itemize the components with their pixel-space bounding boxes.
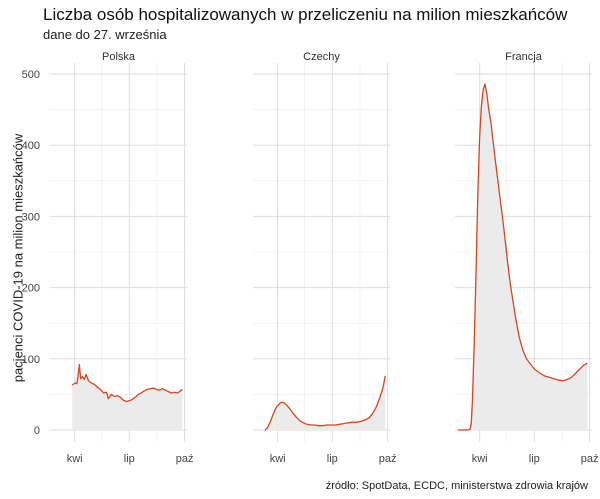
y-tick-label: 400 [22,140,40,152]
y-tick-label: 500 [22,69,40,81]
chart-title: Liczba osób hospitalizowanych w przelicz… [43,5,568,24]
x-tick-label: lip [529,453,540,465]
y-tick-label: 300 [22,211,40,223]
x-tick-label: paź [581,453,599,465]
panel-title: Polska [102,51,136,63]
x-tick-label: kwi [472,453,488,465]
x-tick-label: lip [124,453,135,465]
x-tick-label: kwi [67,453,83,465]
x-tick-label: kwi [270,453,286,465]
series-line [458,83,588,431]
x-tick-label: lip [327,453,338,465]
y-tick-label: 200 [22,283,40,295]
y-tick-label: 100 [22,354,40,366]
series-area [458,84,588,430]
panel-title: Francja [505,51,543,63]
chart-caption: źródło: SpotData, ECDC, ministerstwa zdr… [325,480,588,492]
y-tick-label: 0 [34,425,40,437]
series-area [72,364,183,430]
x-tick-label: paź [379,453,397,465]
chart-subtitle: dane do 27. września [43,27,167,42]
panel-title: Czechy [303,51,340,63]
series-line [71,363,183,403]
x-tick-label: paź [176,453,194,465]
series-line [264,375,386,431]
